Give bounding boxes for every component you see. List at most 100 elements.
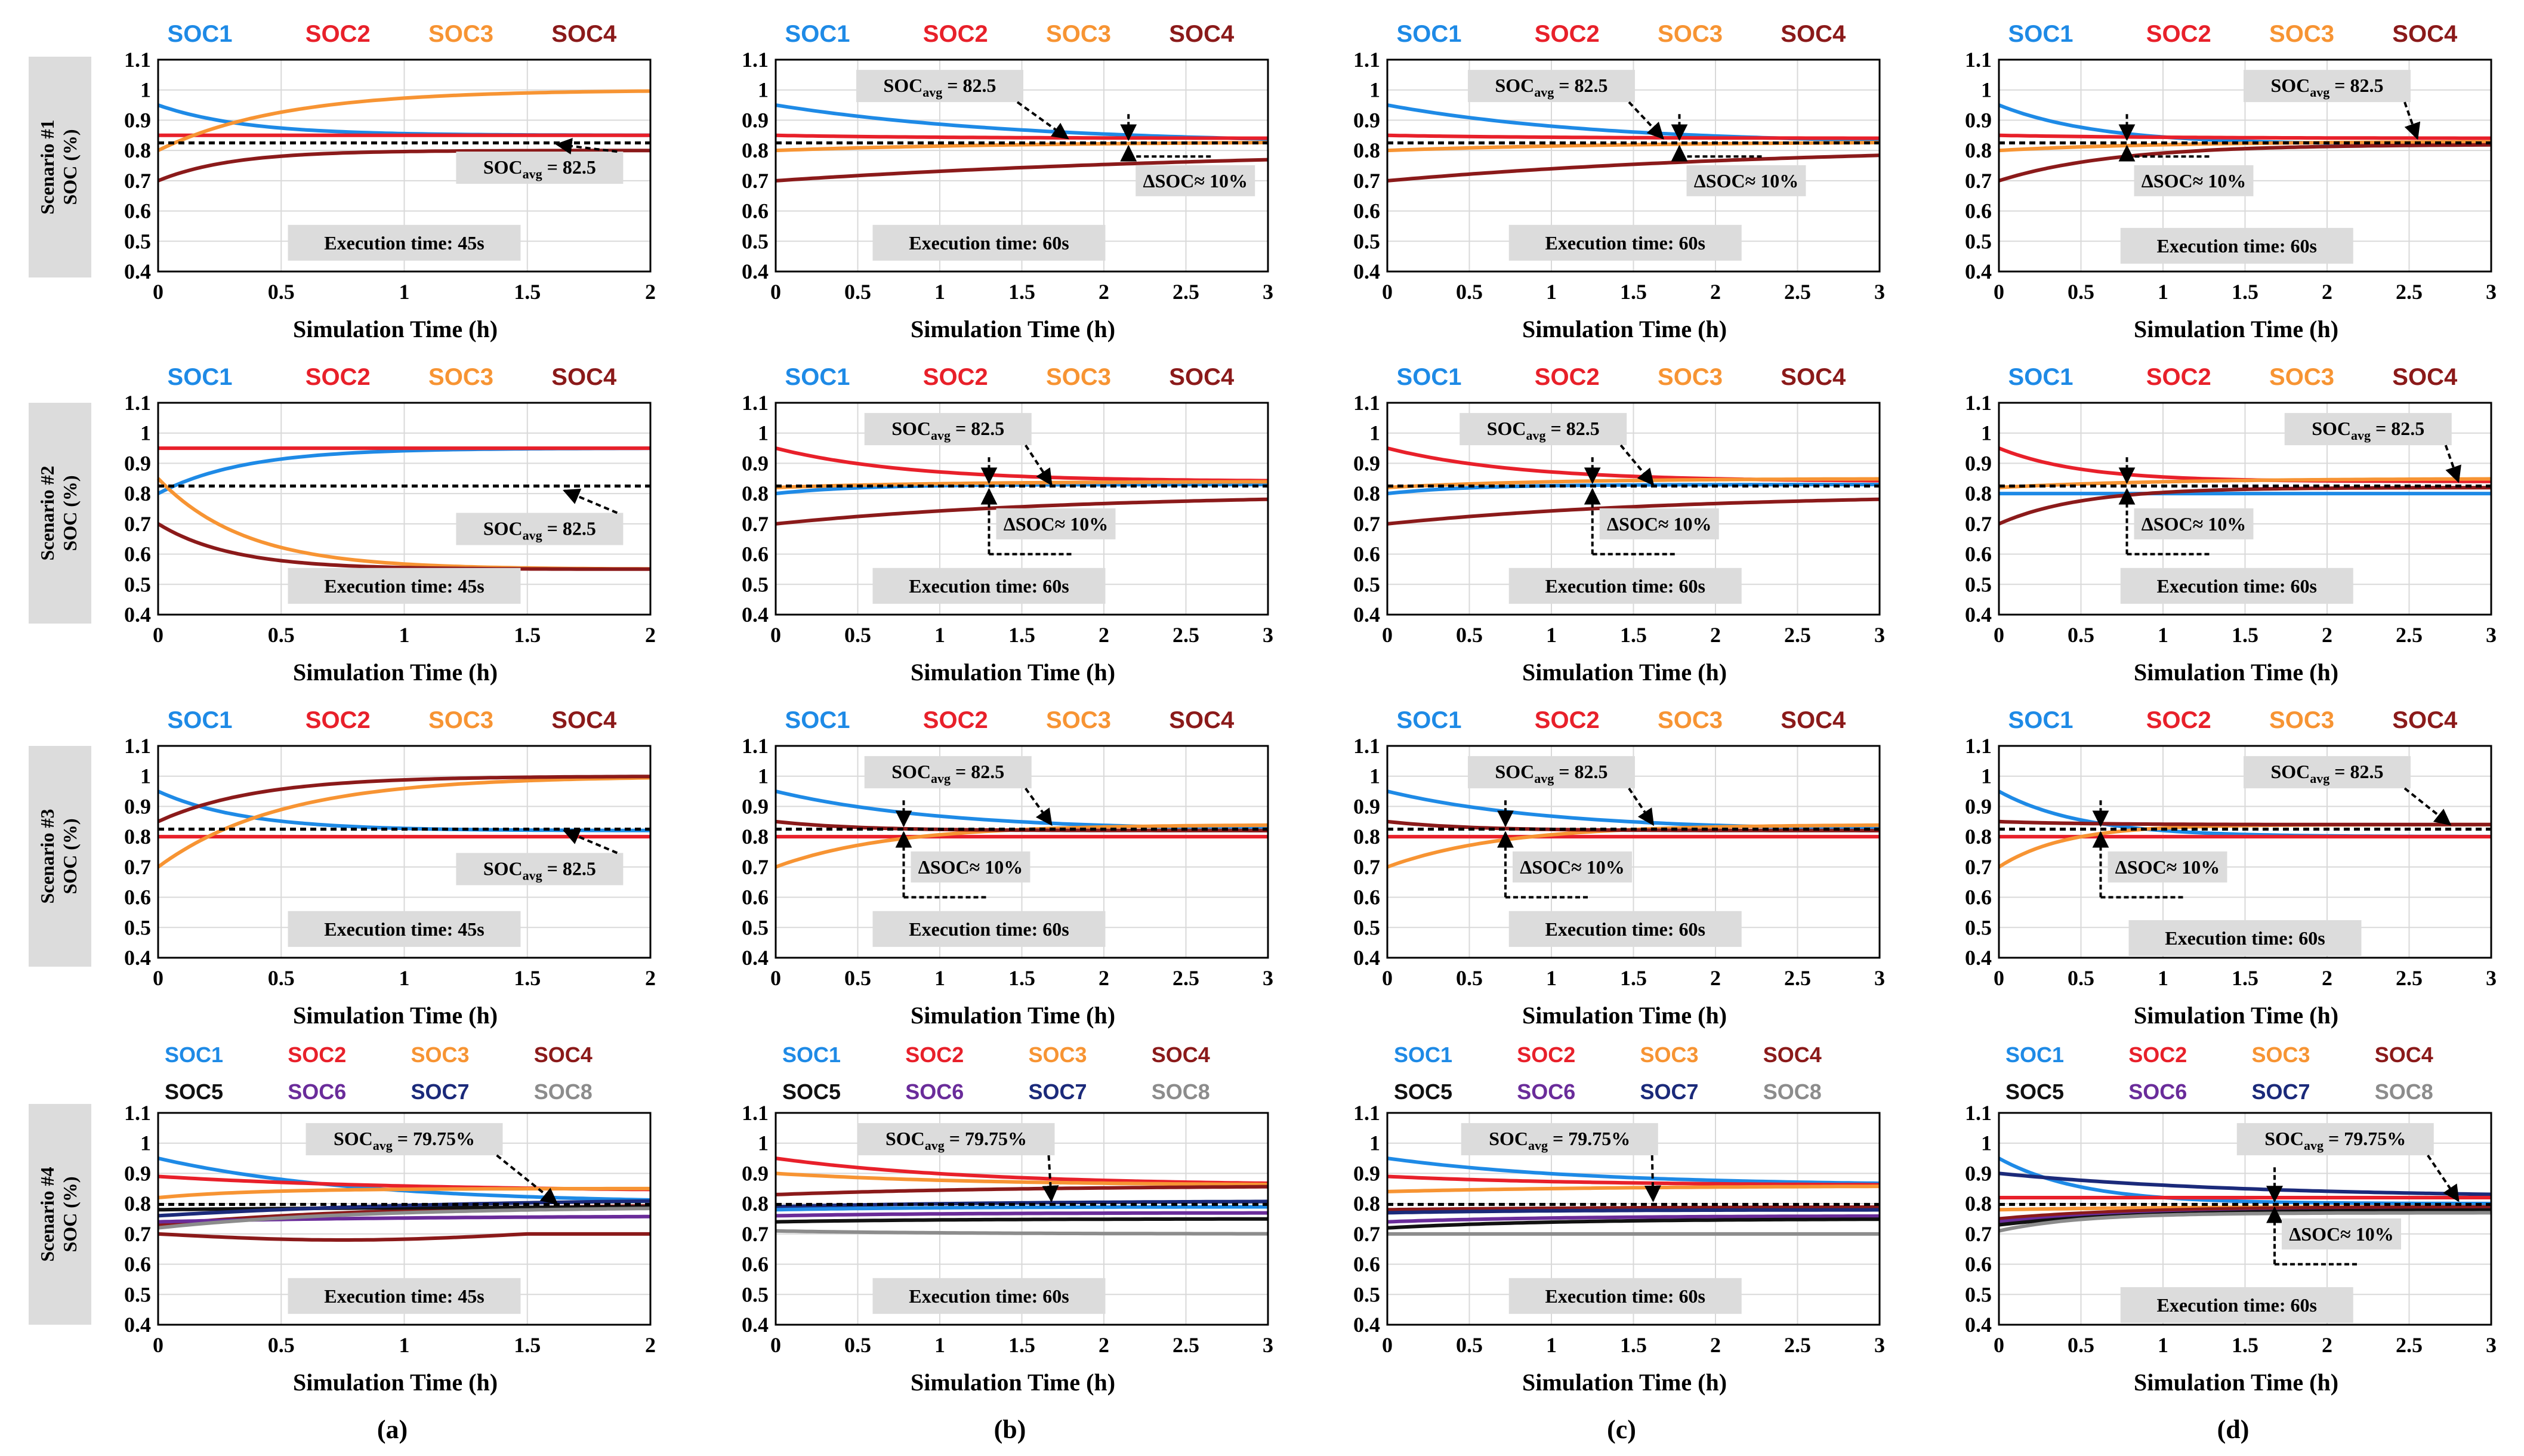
avg-annotation: SOCavg = 82.5	[456, 152, 624, 184]
avg-arrow	[2427, 1154, 2460, 1202]
legend-soc7: SOC7	[2251, 1079, 2310, 1104]
x-tick-label: 0.5	[268, 623, 295, 647]
x-tick-label: 3	[1263, 623, 1273, 647]
series-soc4	[1998, 486, 2491, 526]
delta-box	[996, 508, 1116, 539]
avg-annotation-text: SOCavg = 79.75%	[1489, 1128, 1630, 1153]
execution-time-box	[872, 911, 1106, 947]
avg-annotation-box	[856, 70, 1023, 103]
legend-soc2: SOC2	[1535, 707, 1600, 733]
y-tick-label: 0.5	[124, 1282, 151, 1306]
x-axis-label: Simulation Time (h)	[1522, 659, 1727, 686]
y-tick-label: 0.5	[124, 915, 151, 939]
x-tick-label: 0	[1382, 280, 1393, 304]
x-tick-label: 1.5	[514, 623, 541, 647]
x-tick-label: 0.5	[2068, 1333, 2094, 1357]
x-tick-label: 3	[1874, 1333, 1885, 1357]
series-soc8	[1998, 1211, 2491, 1233]
execution-time-badge: Execution time: 60s	[2120, 567, 2353, 604]
legend-soc2: SOC2	[288, 1042, 346, 1067]
legend-soc1: SOC1	[785, 707, 850, 733]
y-tick-label: 1.1	[124, 1101, 151, 1125]
y-tick-label: 0.4	[1353, 260, 1380, 283]
x-tick-label: 1	[1546, 280, 1557, 304]
series-soc3	[1387, 1184, 1880, 1193]
x-axis-label: Simulation Time (h)	[293, 659, 498, 686]
avg-arrow	[2403, 787, 2452, 826]
x-tick-label: 2	[2322, 1333, 2332, 1357]
x-tick-label: 0	[153, 1333, 163, 1357]
execution-time-badge: Execution time: 60s	[1508, 1278, 1742, 1314]
execution-time-text: Execution time: 45s	[324, 575, 484, 597]
y-tick-label: 1.1	[742, 1101, 769, 1125]
avg-arrow	[1016, 101, 1069, 140]
x-tick-label: 2	[2322, 623, 2332, 647]
y-tick-label: 0.8	[1965, 138, 1992, 162]
legend-soc2: SOC2	[923, 707, 988, 733]
y-tick-label: 0.5	[1965, 1282, 1992, 1306]
x-axis-label: Simulation Time (h)	[293, 1369, 498, 1396]
legend: SOC1 SOC2 SOC3 SOC4 SOC5 SOC6 SOC7 SOC8	[2005, 1042, 2433, 1104]
execution-time-badge: Execution time: 60s	[1508, 911, 1742, 947]
y-tick-label: 0.6	[124, 199, 151, 223]
execution-time-box	[288, 567, 521, 604]
y-tick-label: 0.7	[1965, 1222, 1992, 1246]
y-tick-label: 0.6	[1965, 1253, 1992, 1276]
y-tick-label: 0.5	[124, 229, 151, 253]
y-tick-label: 0.4	[124, 1313, 151, 1337]
series-soc4	[1387, 1205, 1880, 1212]
series-soc4	[775, 497, 1269, 526]
y-tick-label: 0.6	[742, 542, 769, 566]
plot-frame	[1998, 58, 2492, 273]
legend-soc5: SOC5	[2005, 1079, 2064, 1104]
delta-soc-annotation: ΔSOC≈ 10%	[1584, 457, 1719, 556]
x-tick-label: 1	[934, 623, 945, 647]
series-soc3	[1387, 477, 1880, 489]
y-tick-label: 1	[758, 421, 769, 445]
y-tick-label: 0.8	[742, 138, 769, 162]
avg-annotation-box	[857, 1123, 1055, 1156]
legend: SOC1 SOC2 SOC3 SOC4	[785, 707, 1235, 733]
x-tick-label: 0.5	[844, 280, 871, 304]
legend-soc3: SOC3	[1640, 1042, 1698, 1067]
x-tick-label: 2	[1710, 280, 1721, 304]
y-tick-label: 1.1	[1353, 1101, 1380, 1125]
avg-annotation-box	[306, 1123, 503, 1156]
y-tick-label: 0.6	[1965, 886, 1992, 909]
y-tick-label: 0.7	[742, 855, 769, 879]
scenario-label-box	[29, 1104, 91, 1325]
y-tick-label: 1.1	[1353, 734, 1380, 758]
y-tick-label: 1.1	[1965, 48, 1992, 72]
legend-soc4: SOC4	[1169, 707, 1235, 733]
panel-label: (a)	[377, 1415, 408, 1444]
legend-soc3: SOC3	[428, 21, 493, 47]
x-tick-label: 2	[645, 1333, 656, 1357]
scenario-label-3: Scenario #3 SOC (%)	[29, 746, 91, 967]
legend-soc1: SOC1	[2008, 21, 2073, 47]
delta-box	[2108, 851, 2227, 883]
delta-soc-text: ΔSOC≈ 10%	[1607, 513, 1711, 535]
legend-soc2: SOC2	[905, 1042, 964, 1067]
x-tick-label: 2.5	[1172, 1333, 1199, 1357]
avg-annotation: SOCavg = 82.5	[864, 413, 1032, 446]
x-tick-label: 1.5	[2232, 966, 2258, 990]
legend: SOC1 SOC2 SOC3 SOC4	[168, 364, 617, 390]
x-tick-label: 0.5	[268, 1333, 295, 1357]
avg-annotation-text: SOCavg = 82.5	[891, 761, 1004, 786]
avg-annotation-text: SOCavg = 82.5	[483, 857, 596, 883]
plot-frame	[157, 745, 652, 959]
x-tick-label: 0.5	[844, 966, 871, 990]
delta-soc-annotation: ΔSOC≈ 10%	[1671, 114, 1806, 196]
x-tick-label: 2	[1099, 1333, 1109, 1357]
execution-time-box	[2120, 227, 2353, 264]
chart-s3a: 0.4 0.5 0.6 0.7 0.8 0.9 1 1.1 0 0.5 1 1.5 2 Simulatio…	[124, 707, 656, 1029]
x-tick-label: 0	[153, 966, 163, 990]
legend-soc3: SOC3	[1658, 364, 1723, 390]
legend-soc4: SOC4	[2392, 707, 2458, 733]
y-tick-label: 0.8	[124, 1192, 151, 1216]
legend-soc3: SOC3	[1046, 364, 1111, 390]
y-tick-label: 0.4	[1965, 1313, 1992, 1337]
y-tick-label: 0.8	[1353, 482, 1380, 505]
y-tick-label: 0.9	[1965, 108, 1992, 132]
scenario-name: Scenario #3	[36, 809, 58, 903]
